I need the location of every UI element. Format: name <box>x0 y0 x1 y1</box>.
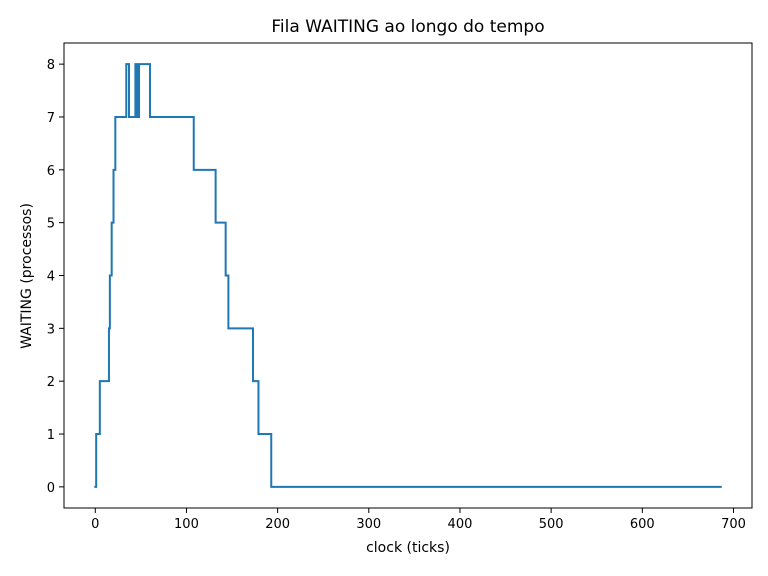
y-axis-label: WAITING (processos) <box>19 203 35 349</box>
y-tick-label: 3 <box>47 322 55 337</box>
x-tick-label: 300 <box>356 517 381 532</box>
y-tick-label: 2 <box>47 375 55 390</box>
x-tick-label: 0 <box>91 517 99 532</box>
x-tick-label: 500 <box>539 517 564 532</box>
series-line-0 <box>94 63 722 488</box>
y-tick-label: 1 <box>47 428 55 443</box>
y-tick-label: 8 <box>47 58 55 73</box>
y-tick-label: 5 <box>47 217 55 232</box>
x-tick-label: 100 <box>174 517 199 532</box>
y-tick-label: 7 <box>47 111 55 126</box>
x-axis-label: clock (ticks) <box>366 540 450 556</box>
plot-area: 0 100 200 300 400 500 600 700 0 1 2 3 4 5 6 7 8 <box>47 42 753 532</box>
y-tick-label: 4 <box>47 270 55 285</box>
y-tick-label: 6 <box>47 164 55 179</box>
y-tick-label: 0 <box>47 481 55 496</box>
x-tick-label: 600 <box>630 517 655 532</box>
x-tick-label: 400 <box>448 517 473 532</box>
chart-title: Fila WAITING ao longo do tempo <box>271 17 544 37</box>
x-tick-label: 700 <box>721 517 746 532</box>
x-tick-label: 200 <box>265 517 290 532</box>
